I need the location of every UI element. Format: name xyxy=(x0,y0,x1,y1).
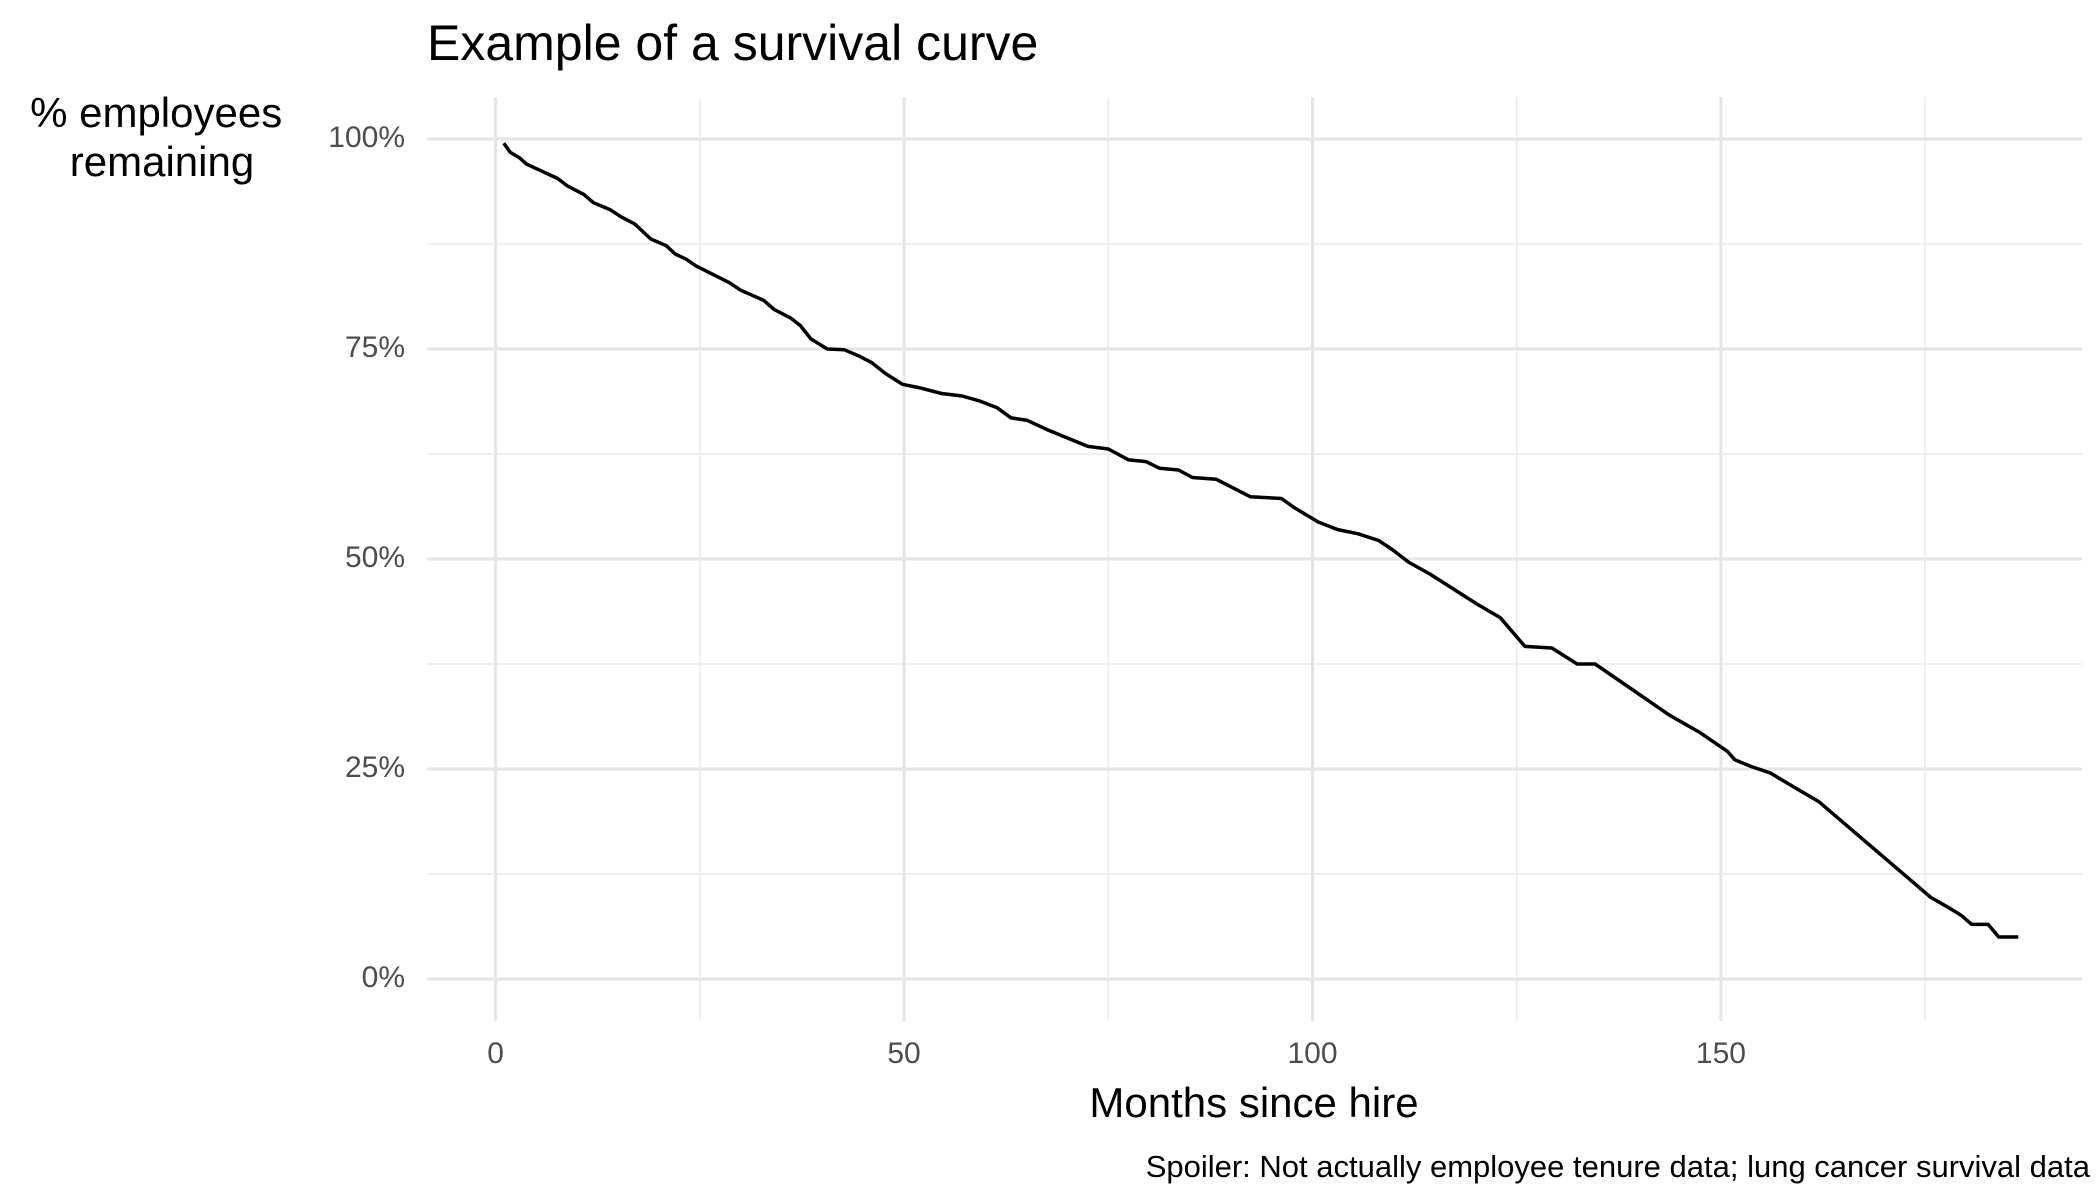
y-tick-label: 75% xyxy=(345,331,405,364)
y-tick-label: 50% xyxy=(345,541,405,574)
x-tick-label: 0 xyxy=(487,1037,504,1070)
y-tick-label: 25% xyxy=(345,751,405,784)
y-axis-title: % employees remaining xyxy=(30,89,294,185)
y-axis-title-line: % employees xyxy=(30,89,282,136)
caption: Spoiler: Not actually employee tenure da… xyxy=(1146,1149,2091,1184)
survival-line xyxy=(502,142,2019,939)
x-axis-title: Months since hire xyxy=(1089,1079,1418,1126)
x-tick-label: 150 xyxy=(1696,1037,1746,1070)
x-tick-label: 100 xyxy=(1287,1037,1337,1070)
y-tick-label: 100% xyxy=(328,121,405,154)
chart-title: Example of a survival curve xyxy=(427,15,1038,71)
y-axis-title-line: remaining xyxy=(70,138,254,185)
y-tick-label: 0% xyxy=(362,961,405,994)
x-tick-label: 50 xyxy=(887,1037,920,1070)
